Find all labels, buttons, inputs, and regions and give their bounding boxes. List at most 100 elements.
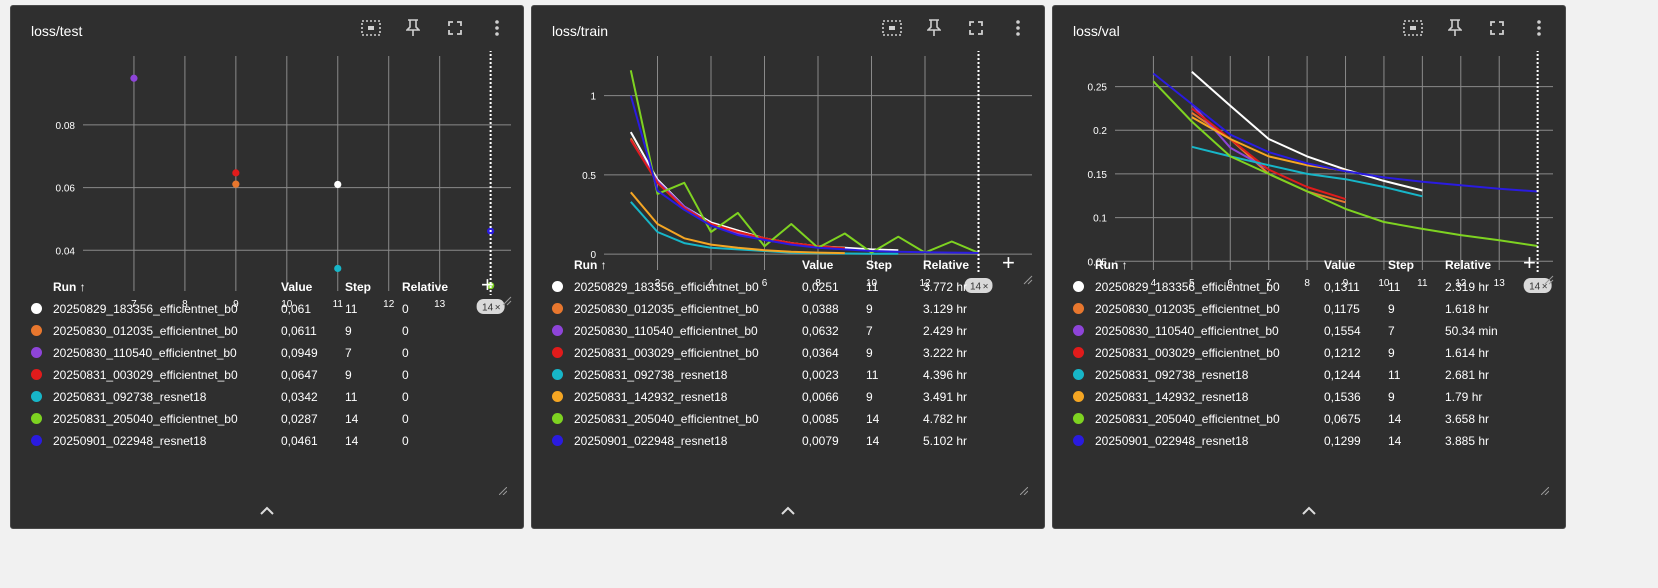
pin-icon[interactable] [924, 18, 944, 38]
header-run[interactable]: Run ↑ [53, 280, 86, 294]
chart-area[interactable]: 0.04 0.06 0.08 7 8 9 10 11 12 13 14 × [11, 51, 525, 316]
step-marker-badge[interactable] [476, 299, 505, 314]
add-column-button[interactable]: + [1523, 250, 1536, 275]
collapse-chevron-icon[interactable] [259, 504, 275, 516]
table-row[interactable]: 20250831_142932_resnet18 0,0066 9 3.491 hr [532, 386, 1044, 408]
series-line-3[interactable] [1191, 107, 1346, 201]
chart-area[interactable]: 0 0.5 1 2 4 6 8 10 12 14 × [532, 51, 1046, 316]
series-line-7[interactable] [1152, 72, 1538, 193]
pin-icon[interactable] [1445, 18, 1465, 38]
resize-handle-icon[interactable] [1544, 275, 1554, 285]
table-resize-icon[interactable] [498, 482, 508, 496]
header-run[interactable]: Run ↑ [574, 258, 607, 272]
chart-area[interactable]: 0.05 0.1 0.15 0.2 0.25 4 5 6 7 8 9 10 11 12 13 14 × [1053, 51, 1567, 316]
data-point-3[interactable] [232, 169, 240, 177]
table-resize-icon[interactable] [1540, 482, 1550, 496]
close-icon[interactable]: × [1542, 282, 1548, 293]
header-step[interactable]: Step [866, 258, 893, 272]
add-column-button[interactable]: + [481, 272, 494, 297]
add-column-button[interactable]: + [1002, 250, 1015, 275]
table-row[interactable]: 20250830_012035_efficientnet_b0 0,0388 9 3.… [532, 298, 1044, 320]
series-line-5[interactable] [1191, 116, 1346, 172]
cell-value: 0,0647 [281, 368, 318, 382]
run-color-swatch [552, 347, 563, 358]
table-row[interactable]: 20250831_205040_efficientnet_b0 0,0675 14 3… [1053, 408, 1565, 430]
table-row[interactable]: 20250831_003029_efficientnet_b0 0,0647 9 0 [11, 364, 523, 386]
table-row[interactable]: 20250831_205040_efficientnet_b0 0,0287 14 0 [11, 408, 523, 430]
resize-handle-icon[interactable] [1023, 275, 1033, 285]
table-row[interactable]: 20250831_205040_efficientnet_b0 0,0085 14 4… [532, 408, 1044, 430]
table-row[interactable]: 20250831_003029_efficientnet_b0 0,0364 9 3.… [532, 342, 1044, 364]
header-step[interactable]: Step [345, 280, 372, 294]
header-relative[interactable]: Relative [923, 258, 970, 272]
collapse-chevron-icon[interactable] [1301, 504, 1317, 516]
series-line-6[interactable] [1152, 80, 1538, 247]
more-options-icon[interactable] [1529, 18, 1549, 38]
fullscreen-icon[interactable] [445, 18, 465, 38]
table-row[interactable]: 20250831_092738_resnet18 0,0023 11 4.396 hr [532, 364, 1044, 386]
chart-svg[interactable]: 0.050.10.150.20.254 5 6 7 8 9 10 11 12 13 14 × [1053, 51, 1567, 316]
table-row[interactable]: 20250829_183356_efficientnet_b0 0,061 11 0 [11, 298, 523, 320]
header-step[interactable]: Step [1388, 258, 1415, 272]
header-value[interactable]: Value [802, 258, 834, 272]
table-row[interactable]: 20250830_110540_efficientnet_b0 0,1554 7 50… [1053, 320, 1565, 342]
table-row[interactable]: 20250830_110540_efficientnet_b0 0,0632 7 2.… [532, 320, 1044, 342]
table-row[interactable]: 20250829_183356_efficientnet_b0 0,1311 11 2… [1053, 276, 1565, 298]
run-color-swatch [552, 303, 563, 314]
table-row[interactable]: 20250830_012035_efficientnet_b0 0,1175 9 1.… [1053, 298, 1565, 320]
pin-icon[interactable] [403, 18, 423, 38]
header-run[interactable]: Run ↑ [1095, 258, 1128, 272]
table-row[interactable]: 20250830_012035_efficientnet_b0 0,0611 9 0 [11, 320, 523, 342]
table-resize-icon[interactable] [1019, 482, 1029, 496]
table-row[interactable]: 20250830_110540_efficientnet_b0 0,0949 7 0 [11, 342, 523, 364]
data-point-4[interactable] [334, 264, 342, 273]
header-relative[interactable]: Relative [402, 280, 449, 294]
cell-run: 20250831_092738_resnet18 [1095, 368, 1249, 382]
cell-value: 0,0085 [802, 412, 839, 426]
cell-value: 0,1554 [1324, 324, 1361, 338]
series-line-6[interactable] [629, 70, 979, 254]
cell-relative: 1.614 hr [1445, 346, 1490, 360]
table-row[interactable]: 20250901_022948_resnet18 0,0079 14 5.102 hr [532, 430, 1044, 452]
resize-handle-icon[interactable] [502, 296, 512, 306]
table-row[interactable]: 20250901_022948_resnet18 0,0461 14 0 [11, 430, 523, 452]
fit-domain-icon[interactable] [882, 18, 902, 38]
step-marker-badge[interactable] [964, 278, 993, 293]
fullscreen-icon[interactable] [966, 18, 986, 38]
fit-domain-icon[interactable] [1403, 18, 1423, 38]
run-color-swatch [31, 303, 42, 314]
fit-domain-icon[interactable] [361, 18, 381, 38]
run-color-swatch [1073, 391, 1084, 402]
data-point-0[interactable] [334, 180, 342, 189]
table-row[interactable]: 20250831_092738_resnet18 0,0342 11 0 [11, 386, 523, 408]
cell-step: 7 [1388, 324, 1395, 338]
run-color-swatch [1073, 435, 1084, 446]
more-options-icon[interactable] [487, 18, 507, 38]
series-line-5[interactable] [630, 191, 845, 255]
table-row[interactable]: 20250831_003029_efficientnet_b0 0,1212 9 1.… [1053, 342, 1565, 364]
table-row[interactable]: 20250831_142932_resnet18 0,1536 9 1.79 hr [1053, 386, 1565, 408]
run-color-swatch [552, 435, 563, 446]
header-value[interactable]: Value [281, 280, 313, 294]
cell-run: 20250831_142932_resnet18 [1095, 390, 1249, 404]
header-value[interactable]: Value [1324, 258, 1356, 272]
data-point-5[interactable] [487, 282, 495, 290]
header-relative[interactable]: Relative [1445, 258, 1492, 272]
cell-run: 20250830_110540_efficientnet_b0 [1095, 324, 1279, 338]
close-icon[interactable]: × [495, 303, 501, 314]
table-row[interactable]: 20250901_022948_resnet18 0,1299 14 3.885 hr [1053, 430, 1565, 452]
series-line-7[interactable] [629, 95, 979, 254]
more-options-icon[interactable] [1008, 18, 1028, 38]
chart-svg[interactable]: 00.512 4 6 8 10 12 14 × [532, 51, 1046, 316]
collapse-chevron-icon[interactable] [780, 504, 796, 516]
table-row[interactable]: 20250831_092738_resnet18 0,1244 11 2.681 hr [1053, 364, 1565, 386]
chart-svg[interactable]: 0.04 0.06 0.08 7 8 9 10 11 12 13 14 × [11, 51, 525, 316]
step-marker-badge[interactable] [1523, 278, 1552, 293]
close-icon[interactable]: × [983, 282, 989, 293]
fullscreen-icon[interactable] [1487, 18, 1507, 38]
data-point-1[interactable] [232, 180, 240, 188]
series-line-0[interactable] [1191, 70, 1423, 192]
table-row[interactable]: 20250829_183356_efficientnet_b0 0,0251 11 3… [532, 276, 1044, 298]
cell-step: 9 [1388, 346, 1395, 360]
data-point-2[interactable] [130, 74, 138, 82]
